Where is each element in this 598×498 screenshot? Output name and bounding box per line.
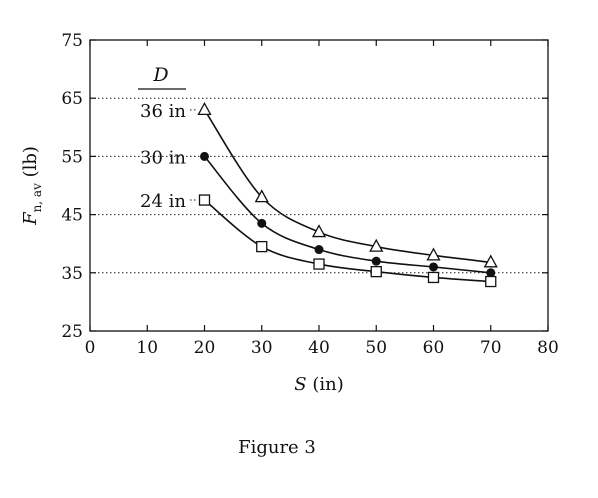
point-square-24-in — [256, 240, 268, 253]
point-circle-30-in — [429, 262, 438, 272]
y-tick-label: 35 — [61, 264, 83, 284]
y-tick-label: 55 — [61, 147, 83, 167]
point-square-24-in — [427, 271, 440, 284]
point-triangle-36-in — [311, 224, 327, 238]
y-tick-label: 75 — [61, 31, 83, 51]
legend-title: D — [152, 64, 168, 86]
point-circle-30-in — [371, 256, 381, 266]
point-square-24-in — [485, 275, 497, 288]
point-triangle-36-in — [426, 247, 441, 261]
series-labels: D 36 in 30 in 24 in — [138, 64, 197, 212]
y-axis-label: Fn, av (lb) — [20, 146, 44, 226]
x-tick-label: 10 — [136, 338, 158, 358]
y-tick-label: 25 — [61, 322, 83, 342]
series-label-24-in: 24 in — [140, 191, 186, 212]
point-square-24-in — [370, 265, 382, 278]
x-axis-label: S (in) — [294, 374, 343, 395]
point-circle-30-in — [486, 268, 496, 278]
series-group — [197, 101, 498, 288]
grid-lines — [90, 97, 548, 274]
x-tick-label: 60 — [423, 338, 445, 358]
figure-caption: Figure 3 — [238, 437, 316, 458]
x-tick-label: 70 — [480, 338, 502, 358]
x-tick-label: 40 — [308, 338, 330, 358]
y-tick-label: 65 — [61, 89, 83, 109]
x-tick-label: 30 — [251, 338, 273, 358]
point-triangle-36-in — [483, 254, 498, 268]
point-square-24-in — [313, 258, 325, 270]
x-tick-label: 80 — [537, 338, 559, 358]
point-circle-30-in — [200, 151, 209, 161]
point-triangle-36-in — [369, 238, 384, 252]
point-triangle-36-in — [254, 189, 269, 203]
x-tick-label: 50 — [365, 338, 387, 358]
x-tick-label: 0 — [85, 338, 96, 358]
axis-ticks: 0 10 20 30 40 50 60 70 80 25 35 45 55 65 75 — [61, 31, 558, 358]
point-circle-30-in — [257, 218, 267, 228]
point-square-24-in — [198, 194, 211, 206]
series-line-36-in — [203, 109, 491, 264]
point-triangle-36-in — [197, 101, 212, 115]
point-circle-30-in — [314, 245, 324, 255]
y-tick-label: 45 — [61, 206, 83, 226]
series-label-30-in: 30 in — [140, 147, 186, 168]
series-label-36-in: 36 in — [140, 101, 186, 122]
x-tick-label: 20 — [194, 338, 216, 358]
